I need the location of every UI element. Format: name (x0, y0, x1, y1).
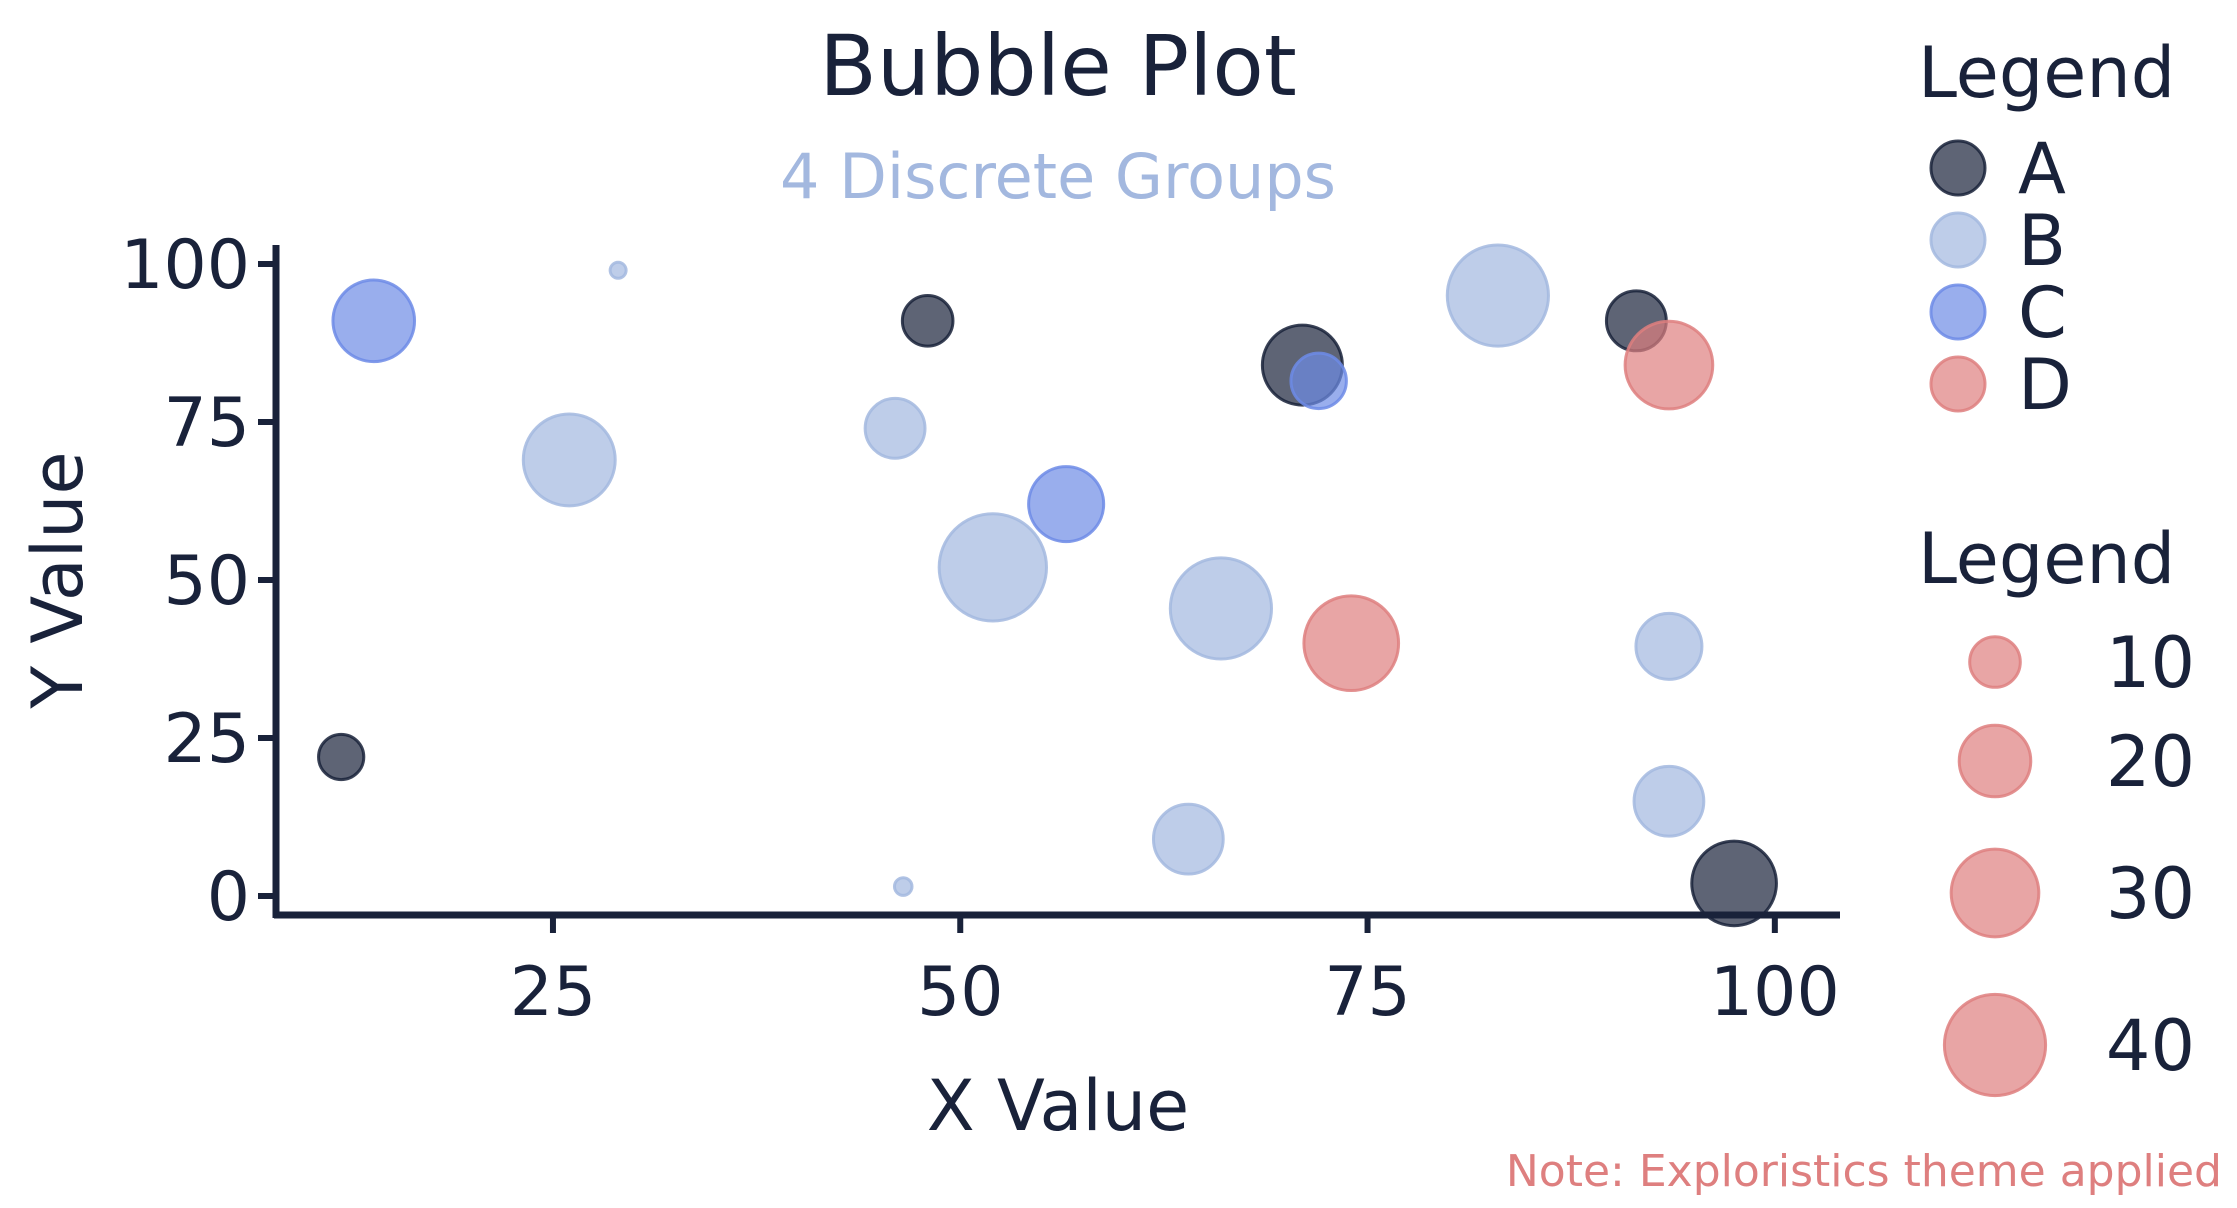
y-axis-ticks: 0 25 50 75 100 (120, 226, 276, 937)
bubble-C-0 (331, 278, 417, 364)
size-legend-marker-40 (1942, 992, 2048, 1098)
legend-label-D: D (2018, 344, 2072, 426)
size-legend-marker-30 (1949, 847, 2041, 939)
legend-marker-C (1929, 283, 1987, 341)
size-legend-label-40: 40 (2106, 1005, 2195, 1087)
legend-marker-D (1929, 355, 1987, 413)
bubble-B-4 (937, 512, 1048, 623)
bubble-D-1 (1623, 319, 1715, 411)
size-legend-label-30: 30 (2106, 853, 2195, 935)
x-axis-label: X Value (927, 1065, 1189, 1147)
size-legend-label-20: 20 (2106, 721, 2195, 803)
y-tick-label-0: 0 (207, 858, 250, 937)
legend-marker-B (1929, 211, 1987, 269)
chart-subtitle: 4 Discrete Groups (780, 140, 1336, 213)
legend-marker-A (1929, 139, 1987, 197)
x-axis-ticks: 25 50 75 100 (510, 915, 1840, 1032)
bubble-B-2 (863, 396, 927, 460)
bubble-A-0 (317, 732, 366, 782)
size-legend-marker-20 (1957, 723, 2033, 799)
bubble-B-3 (892, 876, 914, 897)
bubble-A-1 (900, 294, 955, 348)
size-legend: Legend 10 20 30 40 (1918, 518, 2195, 1098)
y-tick-label-25: 25 (163, 700, 250, 779)
x-tick-label-25: 25 (510, 953, 597, 1032)
bubble-B-0 (608, 260, 628, 280)
legend-label-A: A (2018, 128, 2066, 210)
chart-title: Bubble Plot (819, 17, 1297, 115)
legend-label-C: C (2018, 272, 2067, 354)
bubble-B-8 (1634, 611, 1704, 681)
x-tick-label-100: 100 (1710, 953, 1840, 1032)
legend-label-B: B (2018, 200, 2066, 282)
bubble-B-1 (521, 412, 617, 508)
bubble-B-7 (1445, 243, 1550, 348)
y-tick-label-100: 100 (120, 226, 250, 305)
theme-note: Note: Exploristics theme applied (1506, 1146, 2222, 1197)
bubble-A-4 (1690, 839, 1778, 928)
group-legend-title: Legend (1918, 32, 2175, 114)
bubble-D-0 (1302, 594, 1401, 693)
x-tick-label-75: 75 (1324, 953, 1411, 1032)
bubble-C-2 (1289, 351, 1348, 411)
bubble-C-1 (1027, 465, 1106, 544)
size-legend-title: Legend (1918, 518, 2175, 600)
size-legend-label-10: 10 (2106, 622, 2195, 704)
y-axis-label: Y Value (17, 451, 99, 709)
bubble-B-5 (1151, 802, 1225, 876)
size-legend-marker-10 (1968, 635, 2022, 689)
x-tick-label-50: 50 (917, 953, 1004, 1032)
y-tick-label-75: 75 (163, 384, 250, 463)
bubble-B-6 (1168, 556, 1274, 661)
plot-area (317, 243, 1778, 928)
y-tick-label-50: 50 (163, 542, 250, 621)
bubble-B-9 (1632, 764, 1706, 838)
